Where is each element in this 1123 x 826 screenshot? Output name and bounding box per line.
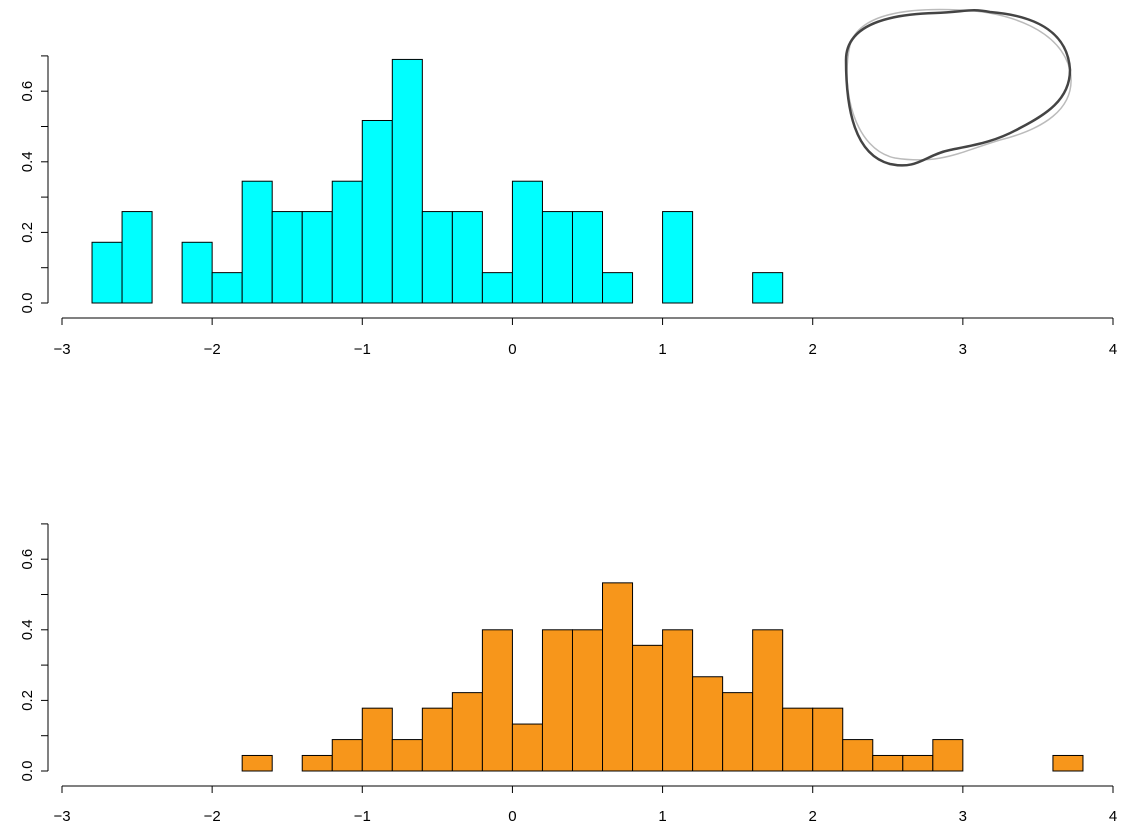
bar <box>602 582 634 772</box>
bar <box>181 241 213 304</box>
bar <box>121 211 153 304</box>
bar <box>301 211 333 304</box>
y-tick-label: 0.6 <box>19 549 36 570</box>
bar <box>1052 754 1084 772</box>
x-tick-label: 3 <box>959 341 967 358</box>
bar <box>752 272 784 304</box>
x-tick-label: 0 <box>508 341 516 358</box>
y-tick-label: 0.6 <box>19 81 36 102</box>
bar <box>511 723 543 772</box>
bar <box>872 754 904 772</box>
x-tick-label: 1 <box>658 808 666 825</box>
bar <box>602 272 634 304</box>
bar <box>662 211 694 304</box>
bar <box>692 676 724 772</box>
bar <box>331 739 363 772</box>
bar <box>481 629 513 772</box>
bar <box>91 241 123 304</box>
y-tick-label: 0.0 <box>19 761 36 782</box>
x-tick-label: −3 <box>53 341 70 358</box>
bar <box>451 692 483 772</box>
bar <box>421 211 453 304</box>
x-tick-label: 1 <box>658 341 666 358</box>
x-tick-label: −2 <box>204 341 221 358</box>
y-tick-label: 0.0 <box>19 293 36 314</box>
bar <box>842 739 874 772</box>
x-tick-label: 2 <box>809 808 817 825</box>
bar <box>331 180 363 304</box>
x-tick-label: 2 <box>809 341 817 358</box>
x-tick-label: −3 <box>53 808 70 825</box>
bar <box>421 707 453 772</box>
bar <box>632 644 664 772</box>
y-tick-label: 0.2 <box>19 690 36 711</box>
bar <box>361 119 393 304</box>
bar <box>481 272 513 304</box>
bar <box>782 707 814 772</box>
x-tick-label: −1 <box>354 808 371 825</box>
bar <box>241 754 273 772</box>
bar <box>932 739 964 772</box>
bar <box>662 629 694 772</box>
bar <box>541 211 573 304</box>
bar <box>722 692 754 772</box>
bar <box>902 754 934 772</box>
bar <box>752 629 784 772</box>
bar <box>511 180 543 304</box>
bar <box>391 58 423 304</box>
y-tick-label: 0.4 <box>19 619 36 640</box>
bar <box>812 707 844 772</box>
bar <box>451 211 483 304</box>
bar <box>211 272 243 304</box>
x-tick-label: 0 <box>508 808 516 825</box>
x-tick-label: −2 <box>204 808 221 825</box>
x-tick-label: −1 <box>354 341 371 358</box>
x-tick-label: 4 <box>1109 341 1117 358</box>
blob-outline <box>844 9 1072 167</box>
x-tick-label: 4 <box>1109 808 1117 825</box>
x-tick-label: 3 <box>959 808 967 825</box>
bar <box>301 754 333 772</box>
bar <box>391 739 423 772</box>
bar <box>271 211 303 304</box>
bar <box>571 629 604 772</box>
bar <box>361 707 393 772</box>
bar <box>541 629 573 772</box>
y-tick-label: 0.4 <box>19 151 36 172</box>
y-tick-label: 0.2 <box>19 222 36 243</box>
bar <box>241 180 273 304</box>
bar <box>571 211 604 304</box>
blob-outline-light <box>846 8 1072 161</box>
